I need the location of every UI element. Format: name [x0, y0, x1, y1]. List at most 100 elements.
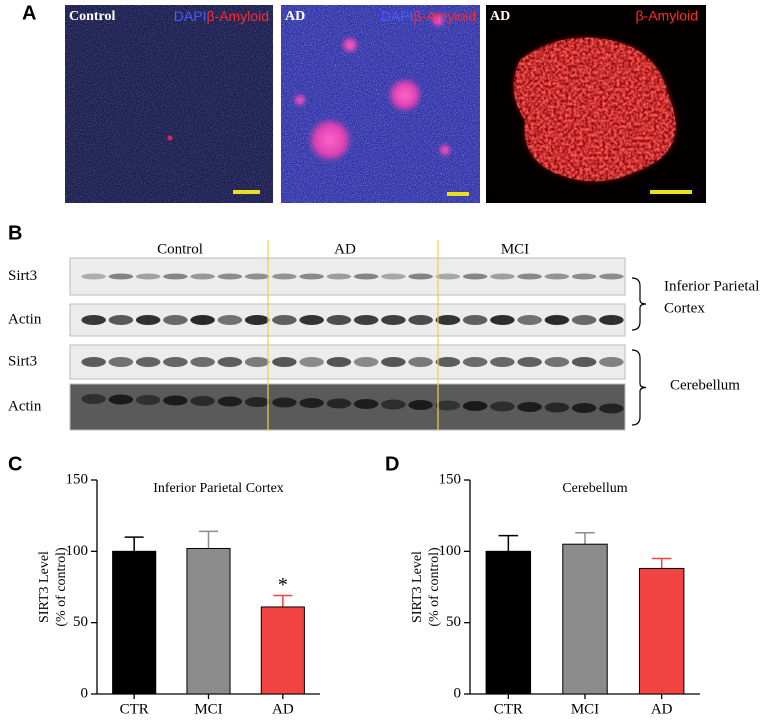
stain-label: β-Amyloid: [635, 8, 698, 24]
band: [163, 273, 188, 280]
band: [599, 357, 624, 367]
scale-bar: [650, 190, 692, 194]
band: [108, 315, 134, 325]
bracket: [631, 277, 647, 331]
band: [435, 315, 461, 325]
region-label: Inferior Parietal: [664, 278, 759, 294]
y-tick-label: 0: [454, 685, 462, 701]
image-label: AD: [285, 9, 305, 24]
band: [244, 315, 270, 325]
y-tick-label: 150: [66, 471, 89, 487]
band: [108, 273, 134, 280]
band: [190, 315, 215, 325]
band: [217, 315, 243, 325]
panel-label: B: [8, 222, 22, 244]
x-tick-label: AD: [272, 701, 294, 717]
band: [108, 357, 134, 367]
band: [217, 357, 243, 367]
group-label: AD: [285, 9, 305, 24]
band: [408, 273, 433, 280]
plaques: [294, 13, 451, 162]
band: [544, 315, 570, 325]
band: [544, 357, 570, 367]
band: [353, 273, 379, 280]
chart-title: Cerebellum: [562, 481, 627, 496]
band: [599, 315, 624, 325]
scale-bar: [447, 192, 469, 196]
stain: β-Amyloid: [206, 8, 269, 24]
band: [81, 315, 106, 325]
band: [462, 273, 488, 280]
band: [517, 315, 542, 325]
y-tick-label: 150: [439, 471, 462, 487]
band: [381, 357, 406, 367]
band: [272, 357, 297, 367]
texture: [281, 5, 480, 203]
y-tick-label: 50: [446, 614, 461, 630]
band: [599, 403, 624, 414]
band: [190, 396, 215, 406]
band: [244, 357, 270, 367]
band: [163, 357, 188, 367]
scale-bar: [233, 190, 260, 194]
y-tick-label: 100: [439, 543, 462, 559]
band: [135, 357, 161, 367]
band: [435, 357, 461, 367]
bar: [112, 550, 157, 695]
band: [517, 273, 542, 280]
band: [599, 273, 624, 280]
region-label: Cerebellum: [670, 377, 740, 393]
group-label: Control: [69, 9, 116, 24]
band: [490, 401, 515, 412]
panel-label: A: [22, 2, 36, 24]
y-tick-label: 100: [66, 543, 89, 559]
x-tick-label: MCI: [194, 701, 222, 717]
band: [408, 315, 433, 325]
chart-title: Inferior Parietal Cortex: [153, 481, 284, 496]
band: [435, 273, 461, 280]
image-label: Control: [69, 9, 116, 24]
image-label: AD: [490, 9, 510, 24]
band: [517, 357, 542, 367]
group-label: Control: [157, 241, 203, 257]
band: [108, 394, 134, 405]
stain: β-Amyloid: [413, 8, 476, 24]
band: [135, 395, 161, 405]
stain-label: DAPIβ-Amyloid: [381, 8, 476, 24]
blot-label: Actin: [8, 311, 42, 327]
band: [381, 273, 406, 280]
bar: [186, 547, 231, 695]
band: [135, 273, 161, 280]
band: [353, 399, 379, 409]
stain: DAPI: [381, 8, 414, 24]
stain-label: DAPIβ-Amyloid: [174, 8, 269, 24]
band: [462, 315, 488, 325]
blot-label: Sirt3: [8, 268, 37, 284]
band: [544, 402, 570, 413]
blot-label: Sirt3: [8, 353, 37, 369]
band: [163, 395, 188, 406]
band: [490, 357, 515, 367]
band: [571, 403, 597, 413]
band: [299, 398, 324, 408]
bar: [562, 543, 608, 695]
region-label: Cortex: [664, 300, 705, 316]
bracket: [631, 349, 647, 426]
band: [544, 273, 570, 280]
y-tick-label: 0: [81, 685, 89, 701]
band: [217, 396, 243, 407]
bar: [638, 567, 685, 695]
group-label: MCI: [501, 241, 529, 257]
band: [163, 315, 188, 325]
band: [244, 273, 270, 280]
band: [353, 357, 379, 367]
x-tick-label: MCI: [571, 701, 599, 717]
band: [571, 315, 597, 325]
x-tick-label: CTR: [494, 701, 523, 717]
band: [272, 273, 297, 280]
band: [81, 357, 106, 367]
band: [135, 315, 161, 325]
texture: [65, 5, 273, 203]
band: [435, 400, 461, 411]
band: [408, 400, 433, 410]
